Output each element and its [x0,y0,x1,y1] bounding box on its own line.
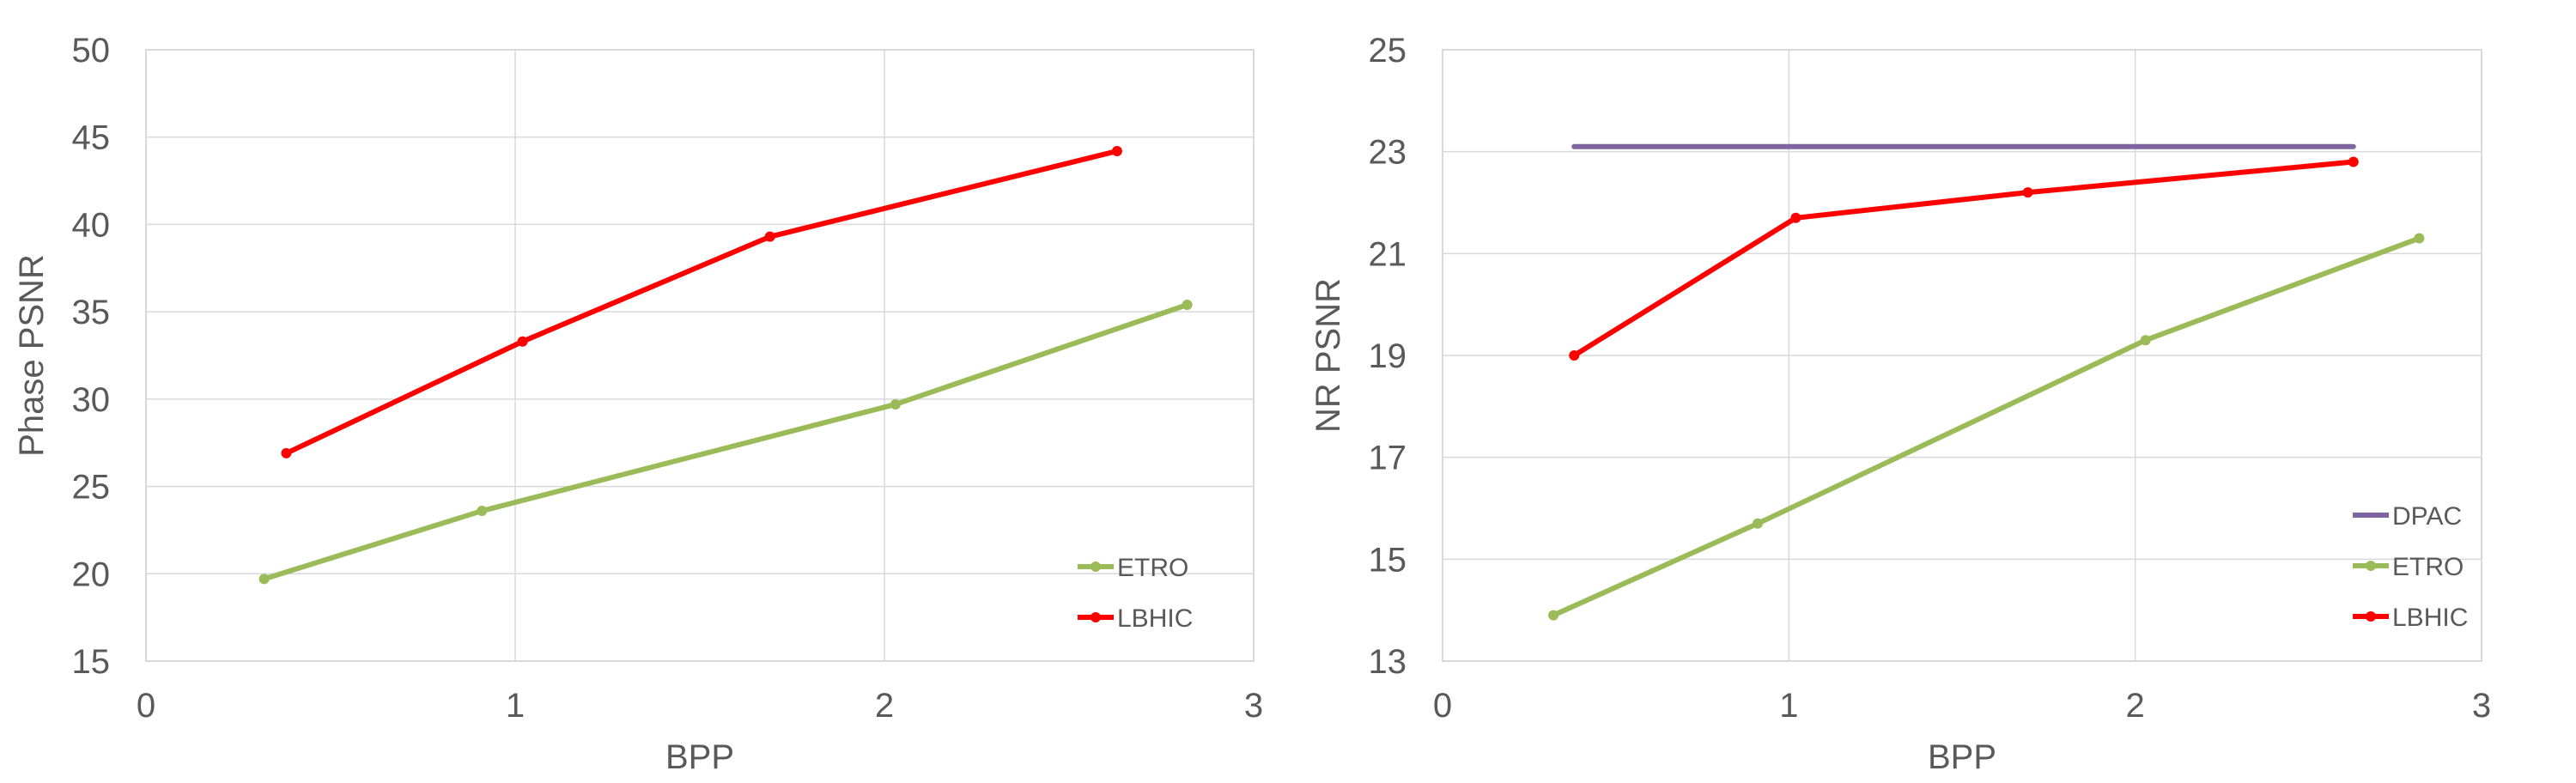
data-point-lbhic [1111,145,1122,156]
legend-item-dpac: DPAC [2353,502,2462,531]
x-tick-label: 1 [1779,687,1798,725]
legend-item-etro: ETRO [2353,553,2464,581]
legend-label: ETRO [1117,554,1188,582]
data-point-etro [2414,233,2425,244]
series-lbhic [1569,156,2359,361]
y-tick-label: 13 [1369,643,1407,681]
x-tick-label: 3 [1244,687,1263,725]
legend-label: DPAC [2392,502,2462,531]
data-point-lbhic [764,231,775,242]
series-line-lbhic [1571,159,2356,358]
legend-label: ETRO [2392,553,2464,581]
y-tick-label: 19 [1369,337,1407,375]
x-tick-label: 0 [137,687,155,725]
y-axis-title: NR PSNR [1309,278,1347,433]
y-tick-label: 30 [72,381,111,419]
phase-psnr-chart: 15 20 25 30 35 40 45 50 0 1 2 3 BPP Phase PSNR ETRO LBH… [13,32,1263,776]
x-axis-title: BPP [1928,738,1996,776]
x-tick-label: 3 [2472,687,2491,725]
series-etro [1548,233,2425,621]
x-axis-title: BPP [665,738,734,776]
y-tick-label: 21 [1369,235,1407,273]
series-etro [258,300,1193,585]
y-tick-label: 20 [72,555,111,593]
y-tick-label: 15 [72,643,111,681]
data-point-etro [1182,300,1193,311]
y-tick-label: 40 [72,206,111,244]
y-tick-label: 23 [1369,134,1407,172]
data-point-lbhic [281,447,292,458]
y-axis-title: Phase PSNR [13,254,51,457]
y-tick-label: 17 [1369,440,1407,477]
y-tick-label: 50 [72,32,111,70]
series-line-etro [1551,235,2422,618]
legend-marker [1091,561,1101,572]
plot-area [145,49,1255,662]
data-point-etro [1548,610,1559,621]
legend-item-etro: ETRO [1078,554,1188,582]
series-lbhic [281,145,1122,458]
y-tick-label: 35 [72,294,111,331]
data-point-etro [477,506,488,517]
data-point-lbhic [2348,156,2359,167]
data-point-etro [890,398,901,410]
y-tick-label: 45 [72,119,111,157]
data-point-lbhic [1790,212,1801,223]
data-point-etro [1753,518,1764,529]
x-tick-label: 0 [1433,687,1452,725]
series-line-lbhic [283,148,1120,456]
data-point-etro [2140,335,2151,346]
legend-label: LBHIC [1117,604,1193,633]
data-point-etro [258,574,270,585]
data-point-lbhic [1569,350,1580,361]
legend-marker [2366,561,2376,571]
legend-marker [2366,611,2376,622]
legend-item-lbhic: LBHIC [2353,604,2468,632]
y-tick-label: 25 [1369,32,1407,70]
x-tick-label: 2 [875,687,894,725]
legend-label: LBHIC [2392,604,2468,632]
legend-marker [1091,612,1101,622]
legend-item-lbhic: LBHIC [1078,604,1193,633]
data-point-lbhic [517,336,528,347]
series-line-etro [261,302,1190,582]
y-tick-label: 25 [72,469,111,507]
y-tick-label: 15 [1369,541,1407,579]
x-tick-label: 2 [2126,687,2145,725]
x-tick-label: 1 [506,687,525,725]
data-point-lbhic [2022,187,2033,198]
